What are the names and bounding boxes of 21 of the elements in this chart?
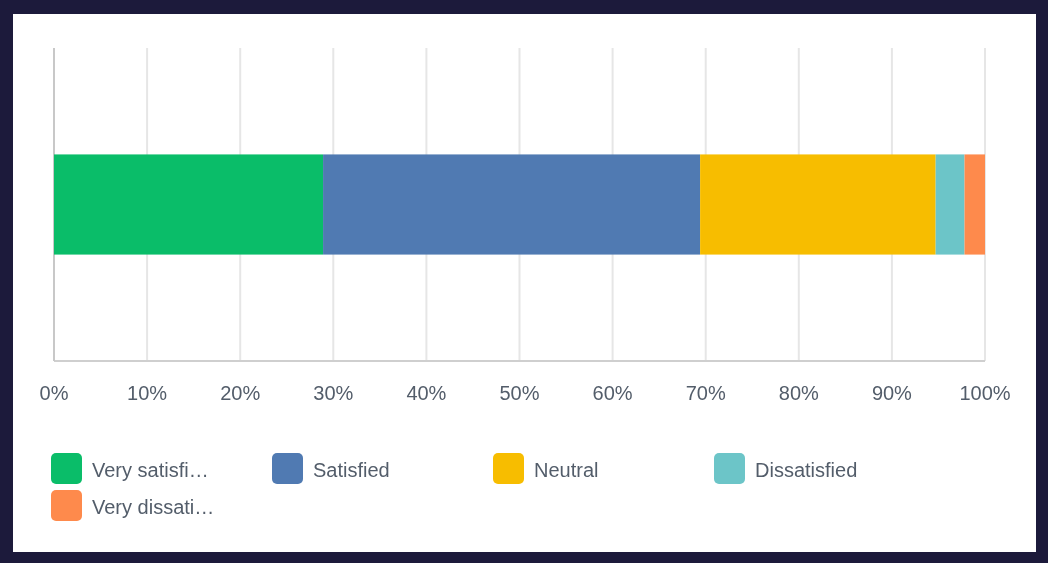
x-tick-label: 10% — [127, 382, 168, 404]
x-tick-label: 30% — [313, 382, 354, 404]
x-tick-label: 0% — [39, 382, 69, 404]
x-tick-label: 60% — [592, 382, 633, 404]
legend-label: Very dissati… — [92, 496, 215, 518]
legend-label: Dissatisfied — [755, 459, 858, 481]
legend-label: Neutral — [534, 459, 599, 481]
bar — [964, 154, 985, 255]
bar — [54, 154, 324, 255]
bar — [700, 154, 936, 255]
legend-label: Very satisfi… — [92, 459, 209, 481]
bar — [935, 154, 965, 255]
x-tick-label: 20% — [220, 382, 261, 404]
x-tick-label: 50% — [499, 382, 540, 404]
x-tick-label: 40% — [406, 382, 447, 404]
legend-label: Satisfied — [313, 459, 390, 481]
x-tick-label: 70% — [685, 382, 726, 404]
bar — [323, 154, 701, 255]
x-tick-label: 90% — [871, 382, 913, 404]
x-tick-label: 80% — [778, 382, 820, 404]
x-tick-label: 100% — [959, 382, 1011, 404]
